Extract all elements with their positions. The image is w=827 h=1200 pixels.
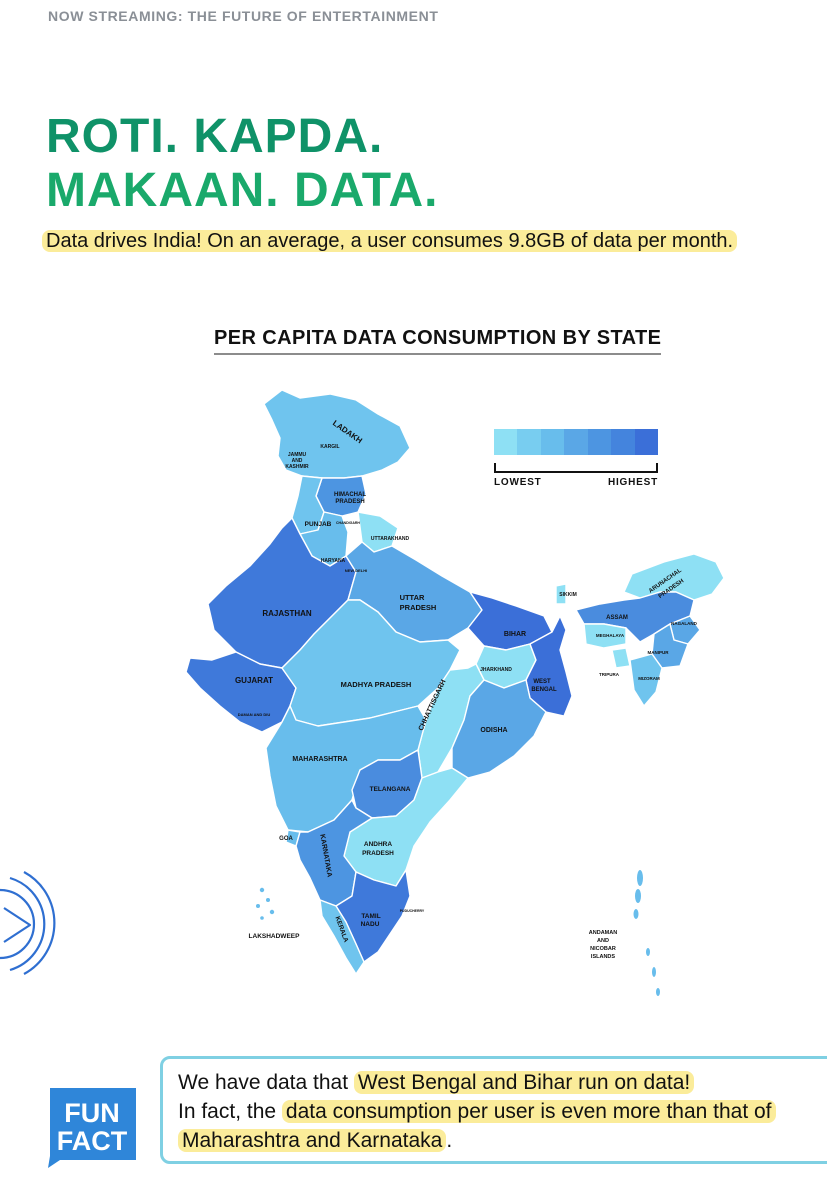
legend-swatch-2 [517,429,541,455]
fun-fact-part-1: We have data that [178,1071,354,1094]
label-rajasthan: RAJASTHAN [262,609,312,618]
label-bengal: BENGAL [531,687,557,693]
fun-fact-part-2: In fact, the [178,1100,282,1123]
legend-swatch-5 [587,429,612,455]
label-andhra-pradesh: PRADESH [362,850,394,857]
page-headline: ROTI. KAPDA. MAKAAN. DATA. [46,110,439,218]
label-nicobar: NICOBAR [590,946,616,952]
headline-line-2: MAKAAN. DATA. [46,164,439,217]
label-lakshadweep: LAKSHADWEEP [249,933,301,940]
state-region-meghalaya [583,623,627,649]
legend-color-scale [494,429,658,455]
state-region-sikkim [555,583,567,605]
lakshadweep-islands [256,887,275,920]
state-region-karnataka [295,799,373,907]
label-puducherry: PUDUCHERRY [400,909,425,913]
label-jammu: JAMMU [288,452,307,458]
subline-text: Data drives India! On an average, a user… [42,230,738,252]
label-and-an: AND [597,938,609,944]
label-assam: ASSAM [606,615,628,621]
fun-badge-line-1: FUN [64,1098,120,1128]
label-sikkim: SIKKIM [559,592,577,598]
fun-fact-part-3: . [446,1129,453,1152]
label-telangana: TELANGANA [370,786,411,793]
label-himachal: HIMACHAL [334,492,366,498]
label-punjab: PUNJAB [305,521,332,528]
legend-high-label: HIGHEST [607,477,658,488]
state-region-kerala [319,899,365,975]
legend-swatch-1 [494,429,518,455]
label-tamil: TAMIL [361,913,380,920]
label-new-delhi: NEW DELHI [345,568,367,573]
label-jharkhand: JHARKHAND [480,667,512,673]
label-kargil: KARGIL [320,444,339,450]
legend-swatch-4 [564,429,588,455]
legend-bracket [494,463,658,473]
label-manipur: MANIPUR [648,650,670,655]
state-region-arunachal-pradesh [623,553,725,601]
india-choropleth-map: LADAKH KARGIL JAMMU AND KASHMIR HIMACHAL… [185,389,725,996]
label-gujarat: GUJARAT [235,676,273,685]
label-madhya-pradesh: MADHYA PRADESH [341,680,412,689]
fun-fact-text: We have data that West Bengal and Bihar … [178,1068,827,1155]
map-title: PER CAPITA DATA CONSUMPTION BY STATE [214,327,662,355]
fun-fact-badge: FUN FACT [48,1088,136,1168]
label-himachal-pradesh: PRADESH [335,499,364,505]
subline: Data drives India! On an average, a user… [42,230,738,253]
label-chandigarh: CHANDIGARH [336,521,360,525]
andaman-nicobar-islands [633,870,660,996]
label-uttarakhand: UTTARAKHAND [371,536,410,542]
headline-line-1: ROTI. KAPDA. [46,110,384,163]
section-eyebrow: NOW STREAMING: THE FUTURE OF ENTERTAINME… [48,8,439,24]
fun-fact-highlight-1: West Bengal and Bihar run on data! [353,1071,695,1094]
label-meghalaya: MEGHALAYA [596,633,625,638]
label-islands: ISLANDS [591,954,615,960]
label-daman-diu: DAMAN AND DIU [238,712,271,717]
label-mizoram: MIZORAM [638,676,660,681]
label-maharashtra: MAHARASHTRA [292,756,347,763]
legend-swatch-7 [634,429,658,455]
label-uttar-pradesh: PRADESH [400,603,437,612]
label-haryana: HARYANA [321,558,346,564]
label-nagaland: NAGALAND [671,621,697,626]
play-icon [0,871,56,975]
label-andaman: ANDAMAN [589,930,617,936]
label-nadu: NADU [361,921,380,928]
legend-low-label: LOWEST [494,477,542,488]
legend-swatch-6 [611,429,635,455]
map-legend: LOWEST HIGHEST [494,429,658,488]
label-kashmir: KASHMIR [285,464,309,470]
label-odisha: ODISHA [480,727,507,734]
fun-badge-line-2: FACT [57,1126,128,1156]
label-bihar: BIHAR [504,631,526,638]
label-goa: GOA [279,836,293,842]
label-andhra: ANDHRA [364,841,392,848]
label-and-jk: AND [292,458,303,464]
label-tripura: TRIPURA [599,672,620,677]
label-uttar: UTTAR [400,593,425,602]
legend-swatch-3 [540,429,565,455]
state-region-tripura [611,647,631,669]
fun-fact-card [160,1056,827,1164]
label-west: WEST [533,679,551,685]
state-region-odisha [451,679,547,779]
state-region-mizoram [629,653,663,707]
